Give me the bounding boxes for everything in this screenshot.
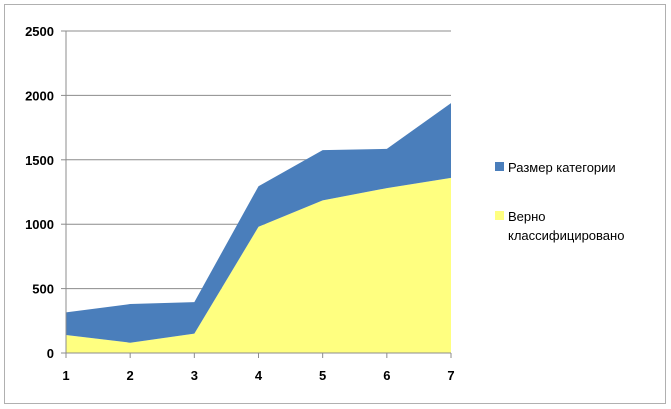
legend-label-1-line-1: классифицировано bbox=[508, 228, 624, 243]
legend-swatch-1 bbox=[495, 211, 504, 220]
legend-label-0-line-0: Размер категории bbox=[508, 160, 616, 175]
y-tick-label-2000: 2000 bbox=[25, 88, 54, 103]
x-tick-label-2: 2 bbox=[127, 368, 134, 383]
x-tick-label-7: 7 bbox=[447, 368, 454, 383]
y-tick-label-500: 500 bbox=[32, 282, 54, 297]
y-tick-label-1500: 1500 bbox=[25, 153, 54, 168]
legend-label-1-line-0: Верно bbox=[508, 209, 546, 224]
area-series-0 bbox=[66, 177, 451, 353]
y-tick-label-2500: 2500 bbox=[25, 24, 54, 39]
legend-swatch-0 bbox=[495, 162, 504, 171]
x-tick-label-6: 6 bbox=[383, 368, 390, 383]
y-tick-label-0: 0 bbox=[47, 346, 54, 361]
x-tick-label-3: 3 bbox=[191, 368, 198, 383]
x-tick-label-1: 1 bbox=[62, 368, 69, 383]
area-series-1 bbox=[66, 103, 451, 343]
y-tick-label-1000: 1000 bbox=[25, 217, 54, 232]
x-tick-label-4: 4 bbox=[255, 368, 263, 383]
x-tick-label-5: 5 bbox=[319, 368, 326, 383]
